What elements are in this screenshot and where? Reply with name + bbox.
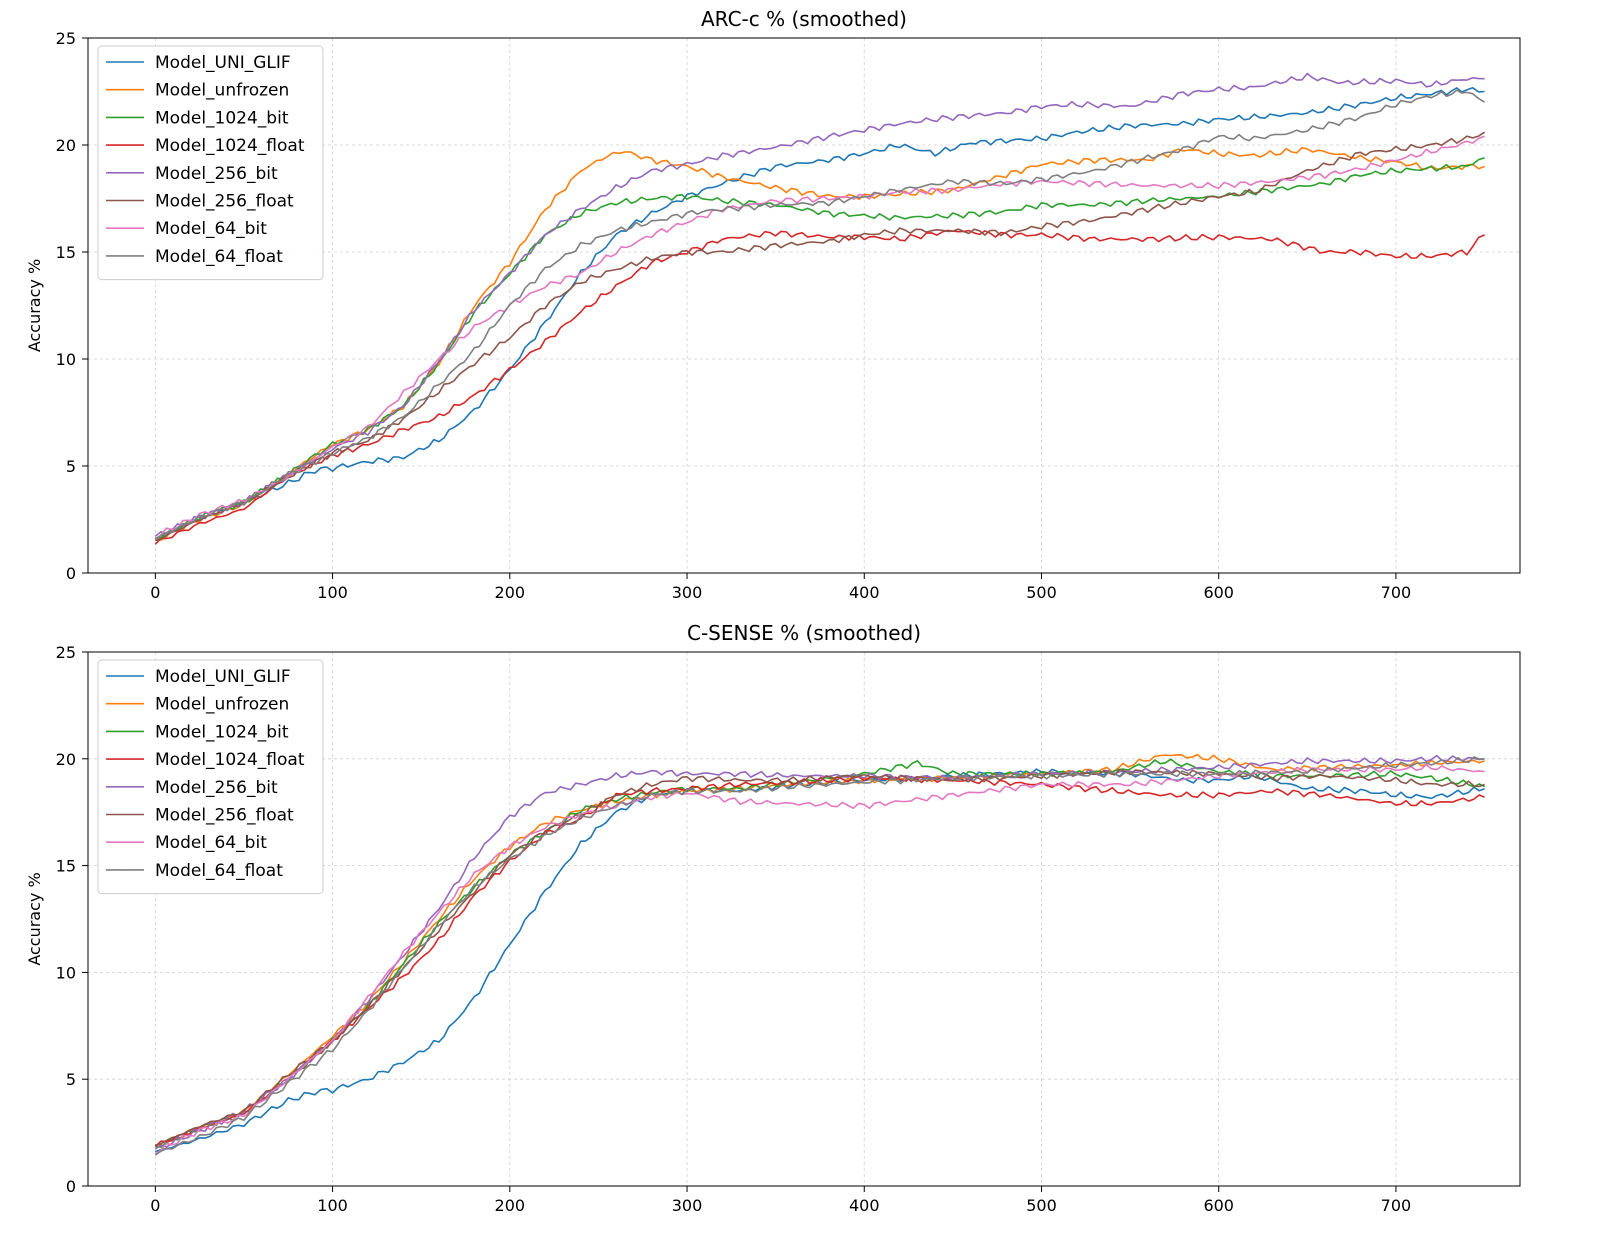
c-sense-legend-box: [97, 659, 324, 895]
arc-c-legend-label: Model_256_float: [155, 192, 294, 212]
arc-c-x-tick-label: 300: [672, 583, 703, 602]
arc-c-y-tick-label: 25: [56, 29, 76, 48]
arc-c-panel: 0 100 200 300 400 500 600 700 0 5 10 15 20 25 ARC-c %…: [25, 7, 1521, 602]
c-sense-legend-label: Model_1024_float: [155, 750, 305, 770]
arc-c-x-tick-label: 0: [150, 583, 160, 602]
arc-c-legend-label: Model_64_float: [155, 247, 283, 267]
c-sense-x-tick-label: 300: [672, 1196, 703, 1215]
c-sense-legend-label: Model_64_bit: [155, 833, 267, 853]
c-sense-legend: Model_UNI_GLIF Model_unfrozen Model_1024_b…: [97, 659, 324, 895]
arc-c-y-tick-label: 10: [56, 350, 76, 369]
c-sense-x-tick-label: 600: [1203, 1196, 1234, 1215]
c-sense-axes-frame: [87, 651, 1521, 1187]
arc-c-x-tick-label: 600: [1203, 583, 1234, 602]
arc-c-series-model-64-float: [154, 89, 1486, 541]
arc-c-series-model-256-float: [155, 131, 1486, 542]
arc-c-x-tick-label: 400: [849, 583, 880, 602]
c-sense-series-model-256-bit: [154, 754, 1485, 1150]
c-sense-legend-label: Model_1024_bit: [155, 722, 289, 742]
c-sense-y-tick-label: 25: [56, 643, 76, 662]
c-sense-x-tick-label: 500: [1026, 1196, 1057, 1215]
c-sense-series-model-uni-glif: [155, 768, 1485, 1153]
arc-c-y-tick-label: 5: [66, 457, 76, 476]
c-sense-title: C-SENSE % (smoothed): [687, 621, 921, 645]
arc-c-legend-label: Model_1024_bit: [155, 108, 289, 128]
c-sense-y-axis-label: Accuracy %: [25, 872, 44, 965]
arc-c-legend-label: Model_unfrozen: [155, 81, 289, 101]
c-sense-y-tick-label: 5: [66, 1070, 76, 1089]
arc-c-y-tick-label: 20: [56, 136, 76, 155]
c-sense-y-tick-label: 0: [66, 1177, 76, 1196]
arc-c-legend-box: [97, 45, 324, 281]
arc-c-series-model-64-bit: [154, 135, 1485, 540]
arc-c-series-model-1024-float: [154, 229, 1485, 545]
arc-c-series-model-256-bit: [154, 72, 1485, 537]
arc-c-x-tick-label: 100: [317, 583, 348, 602]
arc-c-y-axis-label: Accuracy %: [25, 259, 44, 352]
arc-c-legend-label: Model_1024_float: [155, 136, 305, 156]
arc-c-title: ARC-c % (smoothed): [701, 7, 907, 31]
c-sense-y-tick-label: 15: [56, 857, 76, 876]
arc-c-legend-label: Model_64_bit: [155, 219, 267, 239]
c-sense-legend-label: Model_UNI_GLIF: [155, 667, 291, 687]
c-sense-legend-label: Model_unfrozen: [155, 695, 289, 715]
arc-c-x-tick-label: 200: [495, 583, 526, 602]
arc-c-series-model-1024-bit: [155, 157, 1485, 539]
arc-c-series-model-uni-glif: [154, 87, 1485, 540]
c-sense-series-model-64-bit: [154, 763, 1485, 1155]
c-sense-y-tick-label: 20: [56, 750, 76, 769]
c-sense-panel: 0 100 200 300 400 500 600 700 0 5 10 15 20 25 C-SENSE…: [25, 621, 1521, 1215]
arc-c-legend-label: Model_256_bit: [155, 164, 278, 184]
c-sense-x-tick-label: 200: [495, 1196, 526, 1215]
arc-c-axes-frame: [87, 37, 1521, 574]
arc-c-x-tick-label: 500: [1026, 583, 1057, 602]
arc-c-x-tick-label: 700: [1381, 583, 1412, 602]
c-sense-legend-label: Model_256_float: [155, 806, 294, 826]
c-sense-x-tick-label: 100: [317, 1196, 348, 1215]
c-sense-x-tick-label: 700: [1381, 1196, 1412, 1215]
arc-c-y-tick-label: 15: [56, 243, 76, 262]
arc-c-legend: Model_UNI_GLIF Model_unfrozen Model_1024_b…: [97, 45, 324, 281]
c-sense-legend-label: Model_64_float: [155, 861, 283, 881]
c-sense-y-tick-label: 10: [56, 963, 76, 982]
arc-c-y-tick-label: 0: [66, 564, 76, 583]
c-sense-series-model-64-float: [154, 756, 1485, 1156]
c-sense-x-tick-label: 400: [849, 1196, 880, 1215]
c-sense-legend-label: Model_256_bit: [155, 778, 278, 798]
arc-c-legend-label: Model_UNI_GLIF: [155, 53, 291, 73]
c-sense-x-tick-label: 0: [150, 1196, 160, 1215]
